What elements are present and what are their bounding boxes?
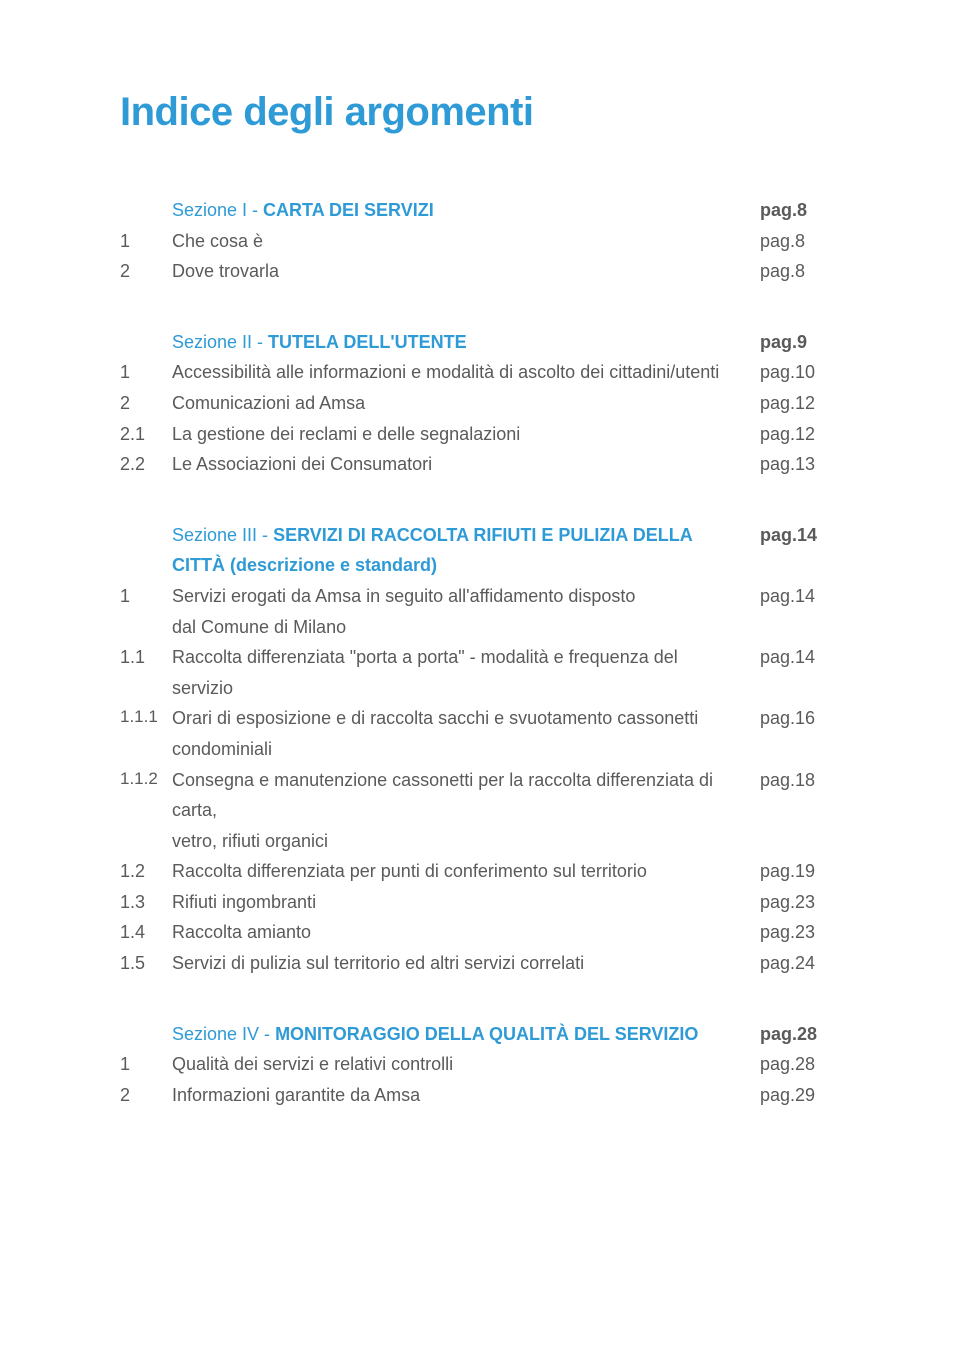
item-num: 1.1.2	[120, 765, 172, 794]
item-label-cont: vetro, rifiuti organici	[120, 826, 760, 857]
toc-row: 1 Che cosa è pag.8	[120, 226, 850, 257]
section-header: Sezione III - SERVIZI DI RACCOLTA RIFIUT…	[120, 520, 850, 551]
toc-row: 2.2 Le Associazioni dei Consumatori pag.…	[120, 449, 850, 480]
item-page: pag.23	[760, 917, 850, 948]
item-num: 1.3	[120, 887, 172, 918]
toc-row: 1.5 Servizi di pulizia sul territorio ed…	[120, 948, 850, 979]
item-label: Che cosa è	[172, 226, 760, 257]
toc-row: 1 Qualità dei servizi e relativi control…	[120, 1049, 850, 1080]
section-1: Sezione I - CARTA DEI SERVIZI pag.8 1 Ch…	[120, 195, 850, 287]
item-num: 1	[120, 357, 172, 388]
section-4: Sezione IV - MONITORAGGIO DELLA QUALITÀ …	[120, 1019, 850, 1111]
section-page: pag.9	[760, 327, 850, 358]
toc-row: 1.2 Raccolta differenziata per punti di …	[120, 856, 850, 887]
section-title: Sezione IV - MONITORAGGIO DELLA QUALITÀ …	[172, 1019, 760, 1050]
item-page: pag.18	[760, 765, 850, 796]
section-2: Sezione II - TUTELA DELL'UTENTE pag.9 1 …	[120, 327, 850, 480]
item-num: 2	[120, 1080, 172, 1111]
section-header: Sezione IV - MONITORAGGIO DELLA QUALITÀ …	[120, 1019, 850, 1050]
item-label: Consegna e manutenzione cassonetti per l…	[172, 765, 760, 826]
item-page: pag.10	[760, 357, 850, 388]
item-page: pag.24	[760, 948, 850, 979]
toc-row: 1.4 Raccolta amianto pag.23	[120, 917, 850, 948]
section-title: Sezione II - TUTELA DELL'UTENTE	[172, 327, 760, 358]
section-header: Sezione I - CARTA DEI SERVIZI pag.8	[120, 195, 850, 226]
item-num: 1.2	[120, 856, 172, 887]
item-num: 1	[120, 226, 172, 257]
item-label-cont: dal Comune di Milano	[120, 612, 760, 643]
section-page: pag.14	[760, 520, 850, 551]
toc-row: 1 Servizi erogati da Amsa in seguito all…	[120, 581, 850, 612]
toc-row: 2 Dove trovarla pag.8	[120, 256, 850, 287]
item-page: pag.28	[760, 1049, 850, 1080]
item-page: pag.23	[760, 887, 850, 918]
item-page: pag.29	[760, 1080, 850, 1111]
toc-row: 1.1 Raccolta differenziata "porta a port…	[120, 642, 850, 703]
toc-row: 2.1 La gestione dei reclami e delle segn…	[120, 419, 850, 450]
toc-row: 2 Informazioni garantite da Amsa pag.29	[120, 1080, 850, 1111]
toc-row-cont: dal Comune di Milano	[120, 612, 850, 643]
section-bold: SERVIZI DI RACCOLTA RIFIUTI E PULIZIA DE…	[273, 525, 693, 545]
item-num: 1.1.1	[120, 703, 172, 732]
page-title: Indice degli argomenti	[120, 90, 850, 135]
item-page: pag.12	[760, 388, 850, 419]
item-num: 2.1	[120, 419, 172, 450]
item-num: 1.1	[120, 642, 172, 673]
item-label-cont: condominiali	[120, 734, 760, 765]
section-title: Sezione I - CARTA DEI SERVIZI	[172, 195, 760, 226]
toc-row: 1 Accessibilità alle informazioni e moda…	[120, 357, 850, 388]
section-page: pag.28	[760, 1019, 850, 1050]
item-label: Qualità dei servizi e relativi controlli	[172, 1049, 760, 1080]
item-page: pag.19	[760, 856, 850, 887]
section-title-line2: CITTÀ (descrizione e standard)	[120, 550, 850, 581]
item-page: pag.12	[760, 419, 850, 450]
item-label: Le Associazioni dei Consumatori	[172, 449, 760, 480]
section-prefix: Sezione IV -	[172, 1024, 275, 1044]
item-page: pag.14	[760, 642, 850, 673]
item-label: Informazioni garantite da Amsa	[172, 1080, 760, 1111]
item-page: pag.8	[760, 256, 850, 287]
item-label: Servizi di pulizia sul territorio ed alt…	[172, 948, 760, 979]
section-3: Sezione III - SERVIZI DI RACCOLTA RIFIUT…	[120, 520, 850, 979]
item-label: Orari di esposizione e di raccolta sacch…	[172, 703, 760, 734]
item-num: 2	[120, 388, 172, 419]
section-title: Sezione III - SERVIZI DI RACCOLTA RIFIUT…	[172, 520, 760, 551]
item-label: La gestione dei reclami e delle segnalaz…	[172, 419, 760, 450]
item-label: Raccolta differenziata per punti di conf…	[172, 856, 760, 887]
section-prefix: Sezione II -	[172, 332, 268, 352]
item-num: 1.4	[120, 917, 172, 948]
item-label: Raccolta differenziata "porta a porta" -…	[172, 642, 760, 703]
item-page: pag.14	[760, 581, 850, 612]
section-prefix: Sezione I -	[172, 200, 263, 220]
item-label: Servizi erogati da Amsa in seguito all'a…	[172, 581, 760, 612]
toc-row: 2 Comunicazioni ad Amsa pag.12	[120, 388, 850, 419]
item-label: Raccolta amianto	[172, 917, 760, 948]
toc-row-cont: vetro, rifiuti organici	[120, 826, 850, 857]
toc-row: 1.1.2 Consegna e manutenzione cassonetti…	[120, 765, 850, 826]
item-label: Rifiuti ingombranti	[172, 887, 760, 918]
item-label: Dove trovarla	[172, 256, 760, 287]
section-bold: TUTELA DELL'UTENTE	[268, 332, 467, 352]
section-bold: CARTA DEI SERVIZI	[263, 200, 434, 220]
section-header: Sezione II - TUTELA DELL'UTENTE pag.9	[120, 327, 850, 358]
toc-row: 1.1.1 Orari di esposizione e di raccolta…	[120, 703, 850, 734]
item-num: 2	[120, 256, 172, 287]
item-num: 2.2	[120, 449, 172, 480]
item-label: Accessibilità alle informazioni e modali…	[172, 357, 760, 388]
toc-row: 1.3 Rifiuti ingombranti pag.23	[120, 887, 850, 918]
toc-page: Indice degli argomenti Sezione I - CARTA…	[0, 0, 960, 1359]
section-prefix: Sezione III -	[172, 525, 273, 545]
item-num: 1	[120, 1049, 172, 1080]
item-label: Comunicazioni ad Amsa	[172, 388, 760, 419]
item-page: pag.13	[760, 449, 850, 480]
section-bold: MONITORAGGIO DELLA QUALITÀ DEL SERVIZIO	[275, 1024, 698, 1044]
item-page: pag.8	[760, 226, 850, 257]
section-page: pag.8	[760, 195, 850, 226]
item-num: 1	[120, 581, 172, 612]
item-page: pag.16	[760, 703, 850, 734]
item-num: 1.5	[120, 948, 172, 979]
toc-row-cont: condominiali	[120, 734, 850, 765]
